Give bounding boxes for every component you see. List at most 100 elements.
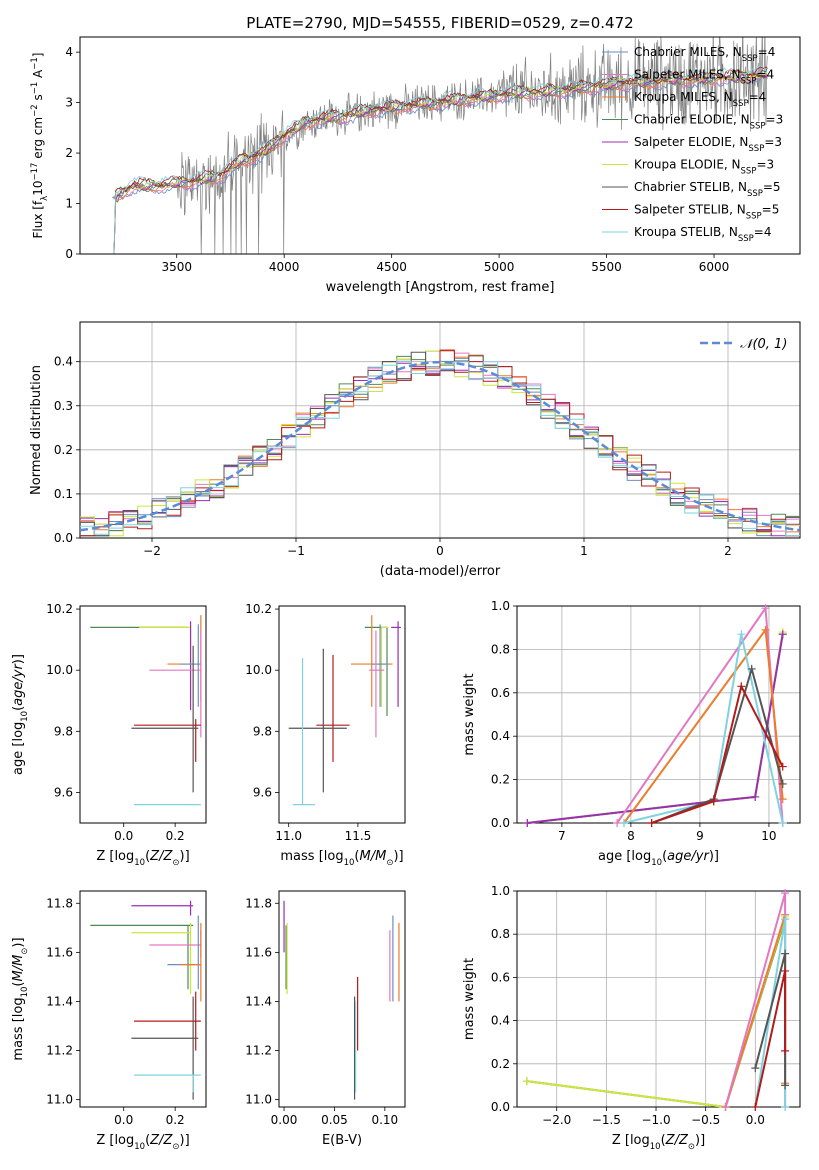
spectrum-xtick-label: 3500 bbox=[161, 260, 192, 274]
mass-vs-Z-ytick-label: 11.4 bbox=[46, 994, 73, 1008]
legend-label-part: SSP bbox=[741, 167, 757, 177]
mass-vs-Z-xtick-label: 0.0 bbox=[114, 1113, 133, 1127]
page-title: PLATE=2790, MJD=54555, FIBERID=0529, z=0… bbox=[246, 14, 633, 32]
mass-vs-Z-panel: 0.0 0.211.011.211.411.611.8Z [log10(Z/Z⊙)… bbox=[11, 890, 207, 1152]
mass-vs-Z-xlabel-part: ⊙ bbox=[172, 1142, 179, 1152]
massweight-vs-Z-panel-lines bbox=[522, 889, 790, 1111]
massweight-vs-Z-frame bbox=[516, 890, 801, 1108]
age-vs-mass-ytick-label: 10.0 bbox=[245, 663, 272, 677]
mass-vs-Z-ylabel: mass [log10(M/M⊙)] bbox=[11, 937, 30, 1060]
mass-weight-marker bbox=[778, 795, 787, 804]
mass-vs-Z-ytick-label: 11.6 bbox=[46, 945, 73, 959]
legend-label-part: Kroupa STELIB, N bbox=[634, 225, 738, 239]
spectrum-ylabel-part: −17 bbox=[30, 163, 40, 181]
mass-weight-marker bbox=[613, 819, 622, 827]
age-vs-Z-ylabel: age [log10(age/yr)] bbox=[11, 654, 30, 775]
age-vs-Z-ylabel-part: age [log bbox=[11, 722, 26, 775]
spectrum-ylabel-part: 10 bbox=[31, 181, 45, 196]
residuals-ylabel-part: Normed distribution bbox=[29, 365, 44, 495]
mass-weight-marker bbox=[781, 915, 790, 924]
legend-label: Chabrier MILES, NSSP=4 bbox=[634, 45, 775, 64]
legend-label-part: Chabrier STELIB, N bbox=[634, 180, 747, 194]
age-vs-Z-xlabel-part: ⊙ bbox=[172, 858, 179, 868]
massweight-vs-Z-ytick-label: 0.8 bbox=[491, 927, 510, 941]
mass-weight-marker bbox=[778, 762, 787, 771]
legend-label-part: SSP bbox=[741, 77, 757, 87]
massweight-vs-age-ytick-label: 0.8 bbox=[491, 642, 510, 656]
spectrum-ylabel-part: ] bbox=[31, 53, 45, 58]
spectrum-ytick-label: 2 bbox=[65, 146, 73, 160]
age-vs-mass-xlabel-part: ⊙ bbox=[386, 858, 393, 868]
legend-label-part: =5 bbox=[762, 203, 780, 217]
massweight-vs-Z-xlabel-part: Z [log bbox=[612, 1133, 650, 1148]
age-vs-mass-ytick-label: 10.2 bbox=[245, 602, 272, 616]
massweight-vs-Z-ytick-label: 0.4 bbox=[491, 1014, 510, 1028]
legend-label-part: Chabrier MILES, N bbox=[634, 45, 742, 59]
massweight-vs-Z-xtick-label: −1.5 bbox=[592, 1113, 621, 1127]
residuals-ylabel: Normed distribution bbox=[29, 365, 44, 495]
mass-vs-Z-ylabel-part: M/M bbox=[11, 955, 26, 982]
age-vs-mass-xlabel-part: )] bbox=[393, 849, 403, 864]
mass-vs-Z-xlabel-part: ( bbox=[145, 1133, 150, 1148]
age-vs-Z-ylabel-part: )] bbox=[11, 654, 26, 664]
massweight-vs-age-xtick-label: 7 bbox=[558, 829, 566, 843]
legend-label: Chabrier ELODIE, NSSP=3 bbox=[634, 113, 783, 132]
legend-label-part: SSP bbox=[748, 144, 764, 154]
mass-weight-marker bbox=[737, 630, 746, 639]
age-vs-mass-xtick-label: 11.0 bbox=[275, 829, 302, 843]
mass-weight-marker bbox=[781, 966, 790, 975]
mass-vs-ebv-panel-errorbars bbox=[283, 900, 400, 1100]
spectrum-ylabel: Flux [fλ10−17 erg cm−2 s−1 A−1] bbox=[30, 53, 50, 239]
mass-vs-Z-ylabel-part: )] bbox=[11, 937, 26, 947]
legend-label-part: =4 bbox=[749, 90, 767, 104]
mass-weight-marker bbox=[523, 819, 532, 827]
mass-weight-line bbox=[651, 683, 784, 824]
age-vs-mass-xlabel-part: mass [log bbox=[280, 849, 343, 864]
legend-label: Kroupa ELODIE, NSSP=3 bbox=[634, 158, 774, 177]
age-vs-mass-xlabel-part: 10 bbox=[344, 858, 355, 868]
mass-weight-marker bbox=[737, 682, 746, 691]
spectrum-ylabel-part: erg cm bbox=[31, 117, 45, 163]
legend-label-part: =4 bbox=[758, 45, 776, 59]
mass-vs-Z-ylabel-part: ( bbox=[11, 981, 26, 986]
legend-label-part: Kroupa MILES, N bbox=[634, 90, 733, 104]
age-vs-mass-frame bbox=[278, 605, 406, 824]
residuals-panel: −2 −1 0 1 2 0.0 0.1 0.2 0.3 0.4 (data-model)/error… bbox=[29, 321, 801, 579]
massweight-vs-Z-xlabel-part: )] bbox=[695, 1133, 705, 1148]
mass-weight-marker bbox=[781, 1081, 790, 1090]
age-vs-Z-xtick-label: 0.0 bbox=[114, 829, 133, 843]
age-vs-mass-panel-errorbars bbox=[288, 615, 401, 806]
massweight-vs-age-frame bbox=[516, 605, 801, 824]
mass-vs-ebv-xlabel: E(B-V) bbox=[322, 1133, 362, 1148]
age-vs-mass-xlabel: mass [log10(M/M⊙)] bbox=[280, 849, 403, 868]
residuals-xtick-label: 2 bbox=[724, 544, 732, 558]
massweight-vs-Z-xlabel-part: ( bbox=[661, 1133, 666, 1148]
mass-vs-Z-xlabel-part: 10 bbox=[134, 1142, 145, 1152]
spectrum-ytick-label: 3 bbox=[65, 96, 73, 110]
age-vs-Z-xlabel-part: Z [log bbox=[96, 849, 134, 864]
residuals-xtick-label: −1 bbox=[287, 544, 305, 558]
spectrum-ylabel-part: −1 bbox=[30, 57, 40, 70]
residuals-xtick-label: 1 bbox=[580, 544, 588, 558]
mass-vs-ebv-xtick-label: 0.00 bbox=[271, 1113, 298, 1127]
massweight-vs-Z-xtick-label: −1.0 bbox=[641, 1113, 670, 1127]
residuals-xtick-label: 0 bbox=[436, 544, 444, 558]
massweight-vs-age-ytick-label: 1.0 bbox=[491, 599, 510, 613]
spectrum-xtick-label: 4000 bbox=[269, 260, 300, 274]
mass-vs-Z-ytick-label: 11.2 bbox=[46, 1044, 73, 1058]
age-vs-mass-xlabel-part: ( bbox=[354, 849, 359, 864]
spectrum-ytick-label: 0 bbox=[65, 247, 73, 261]
massweight-vs-age-xlabel-part: age [log bbox=[598, 849, 651, 864]
mass-vs-Z-xlabel-part: )] bbox=[180, 1133, 190, 1148]
legend-label-part: SSP bbox=[733, 99, 749, 109]
legend-label: Salpeter STELIB, NSSP=5 bbox=[634, 203, 779, 222]
mass-weight-marker bbox=[751, 1103, 760, 1111]
residuals-ytick-label: 0.3 bbox=[54, 399, 73, 413]
histogram-line bbox=[80, 360, 800, 536]
massweight-vs-Z-ylabel-part: mass weight bbox=[462, 958, 477, 1040]
mass-vs-Z-xlabel-part: Z/Z bbox=[149, 1133, 173, 1148]
massweight-vs-age-ytick-label: 0.0 bbox=[491, 816, 510, 830]
